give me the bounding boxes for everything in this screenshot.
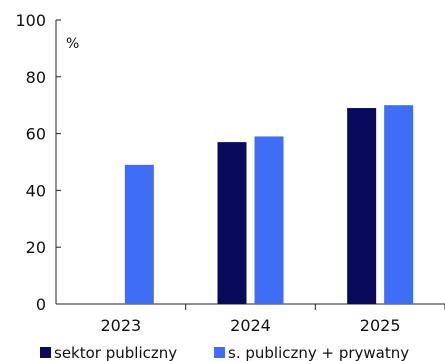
bar-publiczny-prywatny-2025 xyxy=(384,105,414,304)
bar-sektor-publiczny-2024 xyxy=(217,142,247,304)
legend-swatch xyxy=(214,347,225,358)
y-tick-label: 40 xyxy=(26,181,46,200)
bar-publiczny-prywatny-2024 xyxy=(254,136,284,304)
y-tick-label: 100 xyxy=(15,11,46,30)
bar-publiczny-prywatny-2023 xyxy=(124,164,154,304)
y-tick-label: 0 xyxy=(36,295,46,314)
x-tick-label: 2023 xyxy=(100,316,141,335)
plot-area: 0 20 40 60 80 100 2023 2024 2025 xyxy=(15,11,445,335)
bar-sektor-publiczny-2025 xyxy=(347,108,377,304)
legend-swatch xyxy=(40,347,51,358)
legend-label: s. publiczny + prywatny xyxy=(228,344,409,361)
x-tick-label: 2025 xyxy=(360,316,401,335)
y-tick-label: 20 xyxy=(26,238,46,257)
x-tick-label: 2024 xyxy=(230,316,271,335)
y-tick-label: 80 xyxy=(26,68,46,87)
legend-label: sektor publiczny xyxy=(54,344,177,361)
legend: sektor publiczny s. publiczny + prywatny xyxy=(40,344,409,361)
y-tick-label: 60 xyxy=(26,125,46,144)
y-unit-label: % xyxy=(66,36,79,52)
